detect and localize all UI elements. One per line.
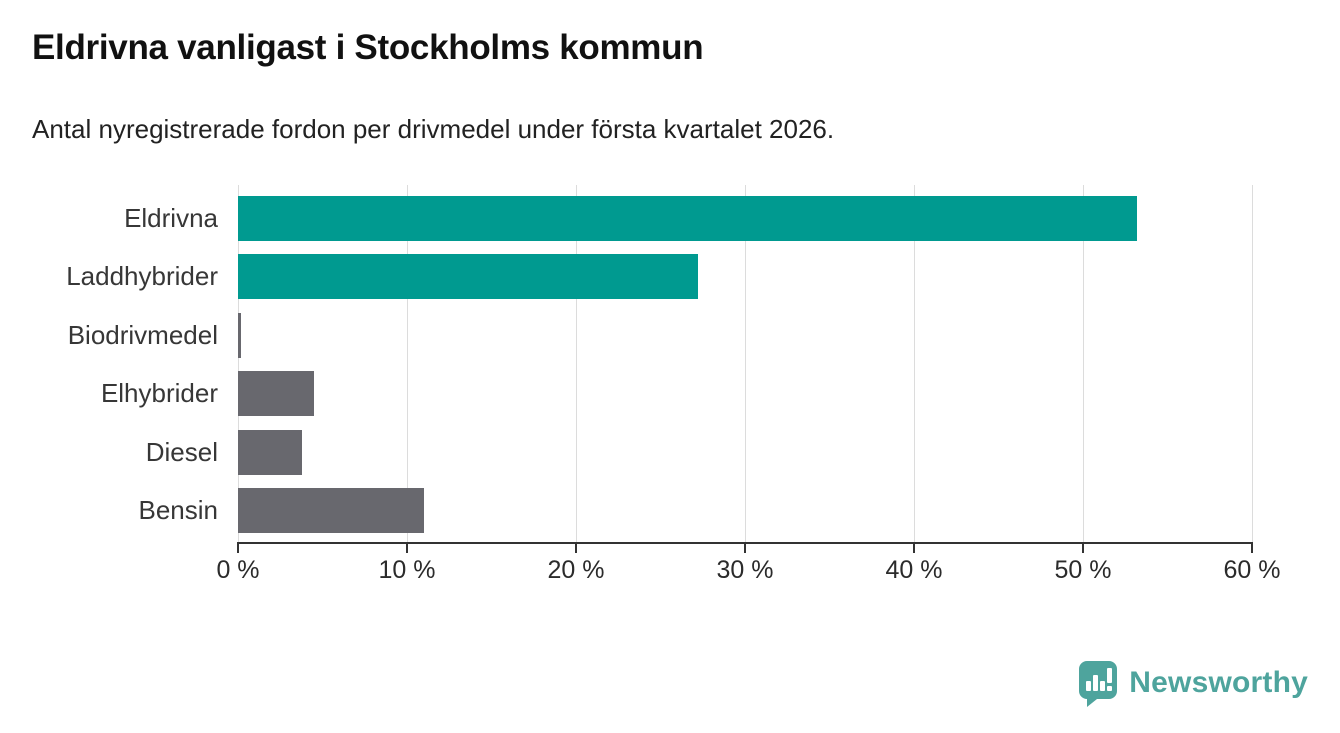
- x-axis-tick-label: 10 %: [378, 556, 436, 584]
- bar: [238, 429, 303, 475]
- gridline: [913, 185, 915, 543]
- category-label: Biodrivmedel: [67, 319, 218, 350]
- gridline: [237, 185, 239, 543]
- gridline: [744, 185, 746, 543]
- gridline: [575, 185, 577, 543]
- bar-chart-plot-area: Eldrivna Laddhybrider Biodrivmedel Elhybrid…: [66, 185, 1280, 584]
- bar: [238, 196, 1138, 241]
- page-title: Eldrivna vanligast i Stockholms kommun: [32, 28, 704, 67]
- newsworthy-branding: Newsworthy: [1077, 659, 1308, 707]
- x-axis-tick: [1251, 544, 1253, 553]
- gridline: [1251, 185, 1253, 543]
- category-label: Eldrivna: [124, 203, 218, 233]
- x-axis-tick-label: 50 %: [1054, 556, 1112, 584]
- x-axis-tick: [575, 544, 577, 553]
- gridline: [406, 185, 408, 543]
- x-axis-line: [237, 542, 1253, 544]
- chart-subtitle: Antal nyregistrerade fordon per drivmede…: [32, 114, 835, 144]
- newsworthy-wordmark: Newsworthy: [1129, 666, 1308, 699]
- x-axis-tick: [744, 544, 746, 553]
- x-axis-tick-label: 20 %: [547, 556, 605, 584]
- bar: [238, 371, 315, 417]
- bar: [238, 488, 424, 533]
- x-axis-tick-label: 30 %: [716, 556, 774, 584]
- bar: [238, 254, 698, 300]
- gridline: [1082, 185, 1084, 543]
- x-axis-tick: [1082, 544, 1084, 553]
- category-label: Elhybrider: [100, 378, 218, 409]
- category-label: Bensin: [138, 495, 219, 525]
- x-axis-tick-label: 0 %: [216, 556, 260, 584]
- x-axis-tick-label: 60 %: [1223, 556, 1281, 584]
- bar: [238, 312, 241, 358]
- x-axis-tick: [237, 544, 239, 553]
- newsworthy-pin-chart-icon: [1079, 661, 1118, 707]
- category-label: Diesel: [145, 436, 218, 467]
- x-axis-tick: [913, 544, 915, 553]
- x-axis-tick-label: 40 %: [885, 556, 943, 584]
- category-label: Laddhybrider: [66, 261, 218, 292]
- x-axis-tick: [406, 544, 408, 553]
